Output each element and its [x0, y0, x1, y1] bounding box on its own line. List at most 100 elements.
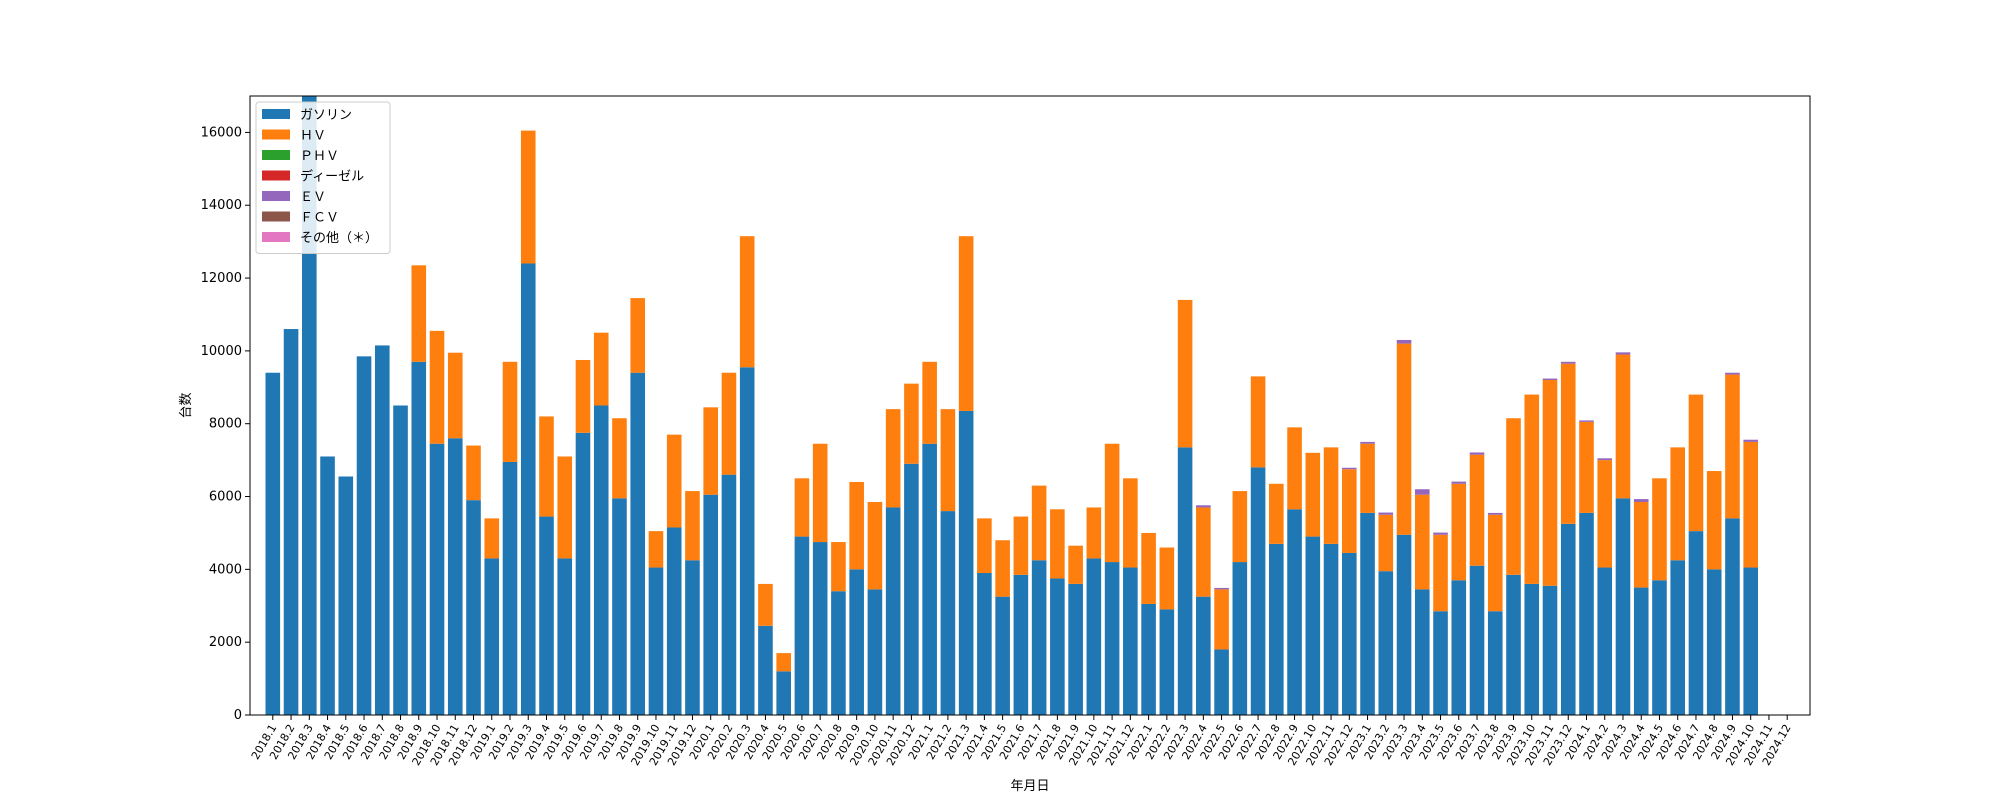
bar-segment — [812, 443, 828, 543]
bar-segment — [867, 589, 883, 715]
bar-segment — [685, 560, 700, 715]
bar-segment — [831, 542, 846, 592]
bar-segment — [666, 527, 682, 715]
bar-segment — [1214, 649, 1229, 715]
bar-segment — [1579, 420, 1594, 422]
bar-segment — [685, 491, 700, 561]
bar-segment — [1396, 339, 1412, 344]
bar-segment — [630, 298, 646, 373]
legend-label: ＨＶ — [300, 129, 326, 144]
bar-segment — [557, 456, 573, 559]
bar-segment — [922, 443, 937, 715]
bar-segment — [721, 372, 737, 475]
bar-segment — [922, 361, 937, 444]
bar-segment — [1487, 611, 1503, 715]
bar-segment — [1177, 447, 1193, 715]
bar-segment — [885, 507, 901, 715]
bar-segment — [812, 542, 828, 715]
bar-segment — [1506, 418, 1521, 575]
plot-frame — [249, 95, 1811, 716]
bar-segment — [356, 356, 372, 715]
legend-label: ガソリン — [300, 108, 352, 123]
bar-segment — [758, 625, 773, 715]
bar-segment — [1214, 589, 1229, 650]
bar-segment — [1433, 532, 1448, 535]
bar-segment — [1086, 507, 1102, 559]
bar-segment — [1633, 501, 1649, 588]
bar-segment — [429, 443, 445, 715]
legend: ガソリン ＨＶ ＰＨＶ ディーゼル ＥＶ ＦＣＶ その他（＊） — [255, 101, 391, 254]
legend-label: ＦＣＶ — [300, 211, 339, 226]
legend-label: ＰＨＶ — [300, 149, 339, 164]
bar-segment — [447, 352, 463, 439]
bar-segment — [1652, 580, 1667, 715]
bar-segment — [1396, 534, 1412, 715]
bar-segment — [1615, 354, 1631, 499]
bar-segment — [1031, 485, 1047, 561]
bar-segment — [1542, 378, 1558, 381]
bar-segment — [1104, 562, 1120, 715]
y-tick-label: 6000 — [209, 490, 242, 505]
bar-segment — [703, 407, 718, 495]
bar-segment — [831, 591, 846, 715]
bar-segment — [1414, 489, 1430, 495]
bar-segment — [1342, 552, 1357, 715]
y-tick-label: 14000 — [201, 198, 242, 213]
bar-segment — [758, 583, 773, 626]
bar-segment — [940, 511, 956, 715]
bar-segment — [320, 456, 335, 715]
bar-segment — [1451, 580, 1467, 715]
bar-segment — [977, 518, 992, 573]
x-axis-ticks: 2018.12018.22018.32018.42018.52018.62018… — [249, 715, 1794, 768]
bar-segment — [539, 416, 554, 517]
bar-segment — [940, 409, 956, 512]
bar-segment — [593, 332, 609, 406]
bar-segment — [1688, 394, 1704, 532]
bar-segment — [1159, 609, 1175, 715]
bar-segment — [703, 494, 718, 715]
bar-segment — [1360, 443, 1375, 513]
bar-segment — [1232, 491, 1248, 563]
bar-segment — [1013, 574, 1029, 715]
bar-segment — [1360, 512, 1375, 715]
bar-segment — [1560, 523, 1576, 715]
bar-segment — [1250, 376, 1266, 468]
bar-segment — [1141, 603, 1156, 715]
x-axis-title: 年月日 — [1010, 779, 1049, 794]
bar-segment — [1305, 536, 1321, 715]
bar-segment — [1433, 611, 1448, 715]
bar-segment — [1323, 543, 1339, 715]
bar-segment — [1451, 483, 1467, 581]
bar-segment — [1542, 585, 1558, 715]
bar-segment — [502, 461, 518, 715]
bar-segment — [447, 438, 463, 715]
bar-segment — [1706, 569, 1722, 715]
bar-segment — [1670, 560, 1686, 715]
bar-segment — [648, 531, 664, 568]
bar-segment — [484, 558, 500, 715]
bar-segment — [1323, 447, 1339, 544]
bar-segment — [520, 263, 536, 715]
bar-segment — [1287, 427, 1302, 510]
legend-swatch — [262, 129, 290, 140]
bar-segment — [338, 476, 354, 715]
bar-segment — [374, 345, 390, 715]
bar-segment — [1013, 516, 1029, 575]
bar-segment — [958, 236, 974, 411]
bar-segment — [1597, 460, 1613, 568]
bar-segment — [648, 567, 664, 715]
legend-label: ＥＶ — [300, 190, 326, 205]
legend-swatch — [262, 232, 290, 242]
bar-segment — [849, 569, 864, 715]
bar-segment — [1743, 441, 1758, 568]
bar-segment — [995, 540, 1010, 597]
bar-segment — [958, 410, 974, 715]
bar-segment — [1597, 567, 1613, 715]
legend-swatch — [262, 191, 290, 201]
bar-segment — [1524, 394, 1540, 584]
bar-segment — [575, 359, 591, 433]
y-axis-title: 台数 — [179, 392, 194, 418]
bar-segment — [776, 671, 791, 715]
y-axis-ticks: 0 2000 4000 6000 8000 10000 12000 14000 16000 — [201, 125, 250, 723]
bar-segment — [1487, 512, 1503, 515]
